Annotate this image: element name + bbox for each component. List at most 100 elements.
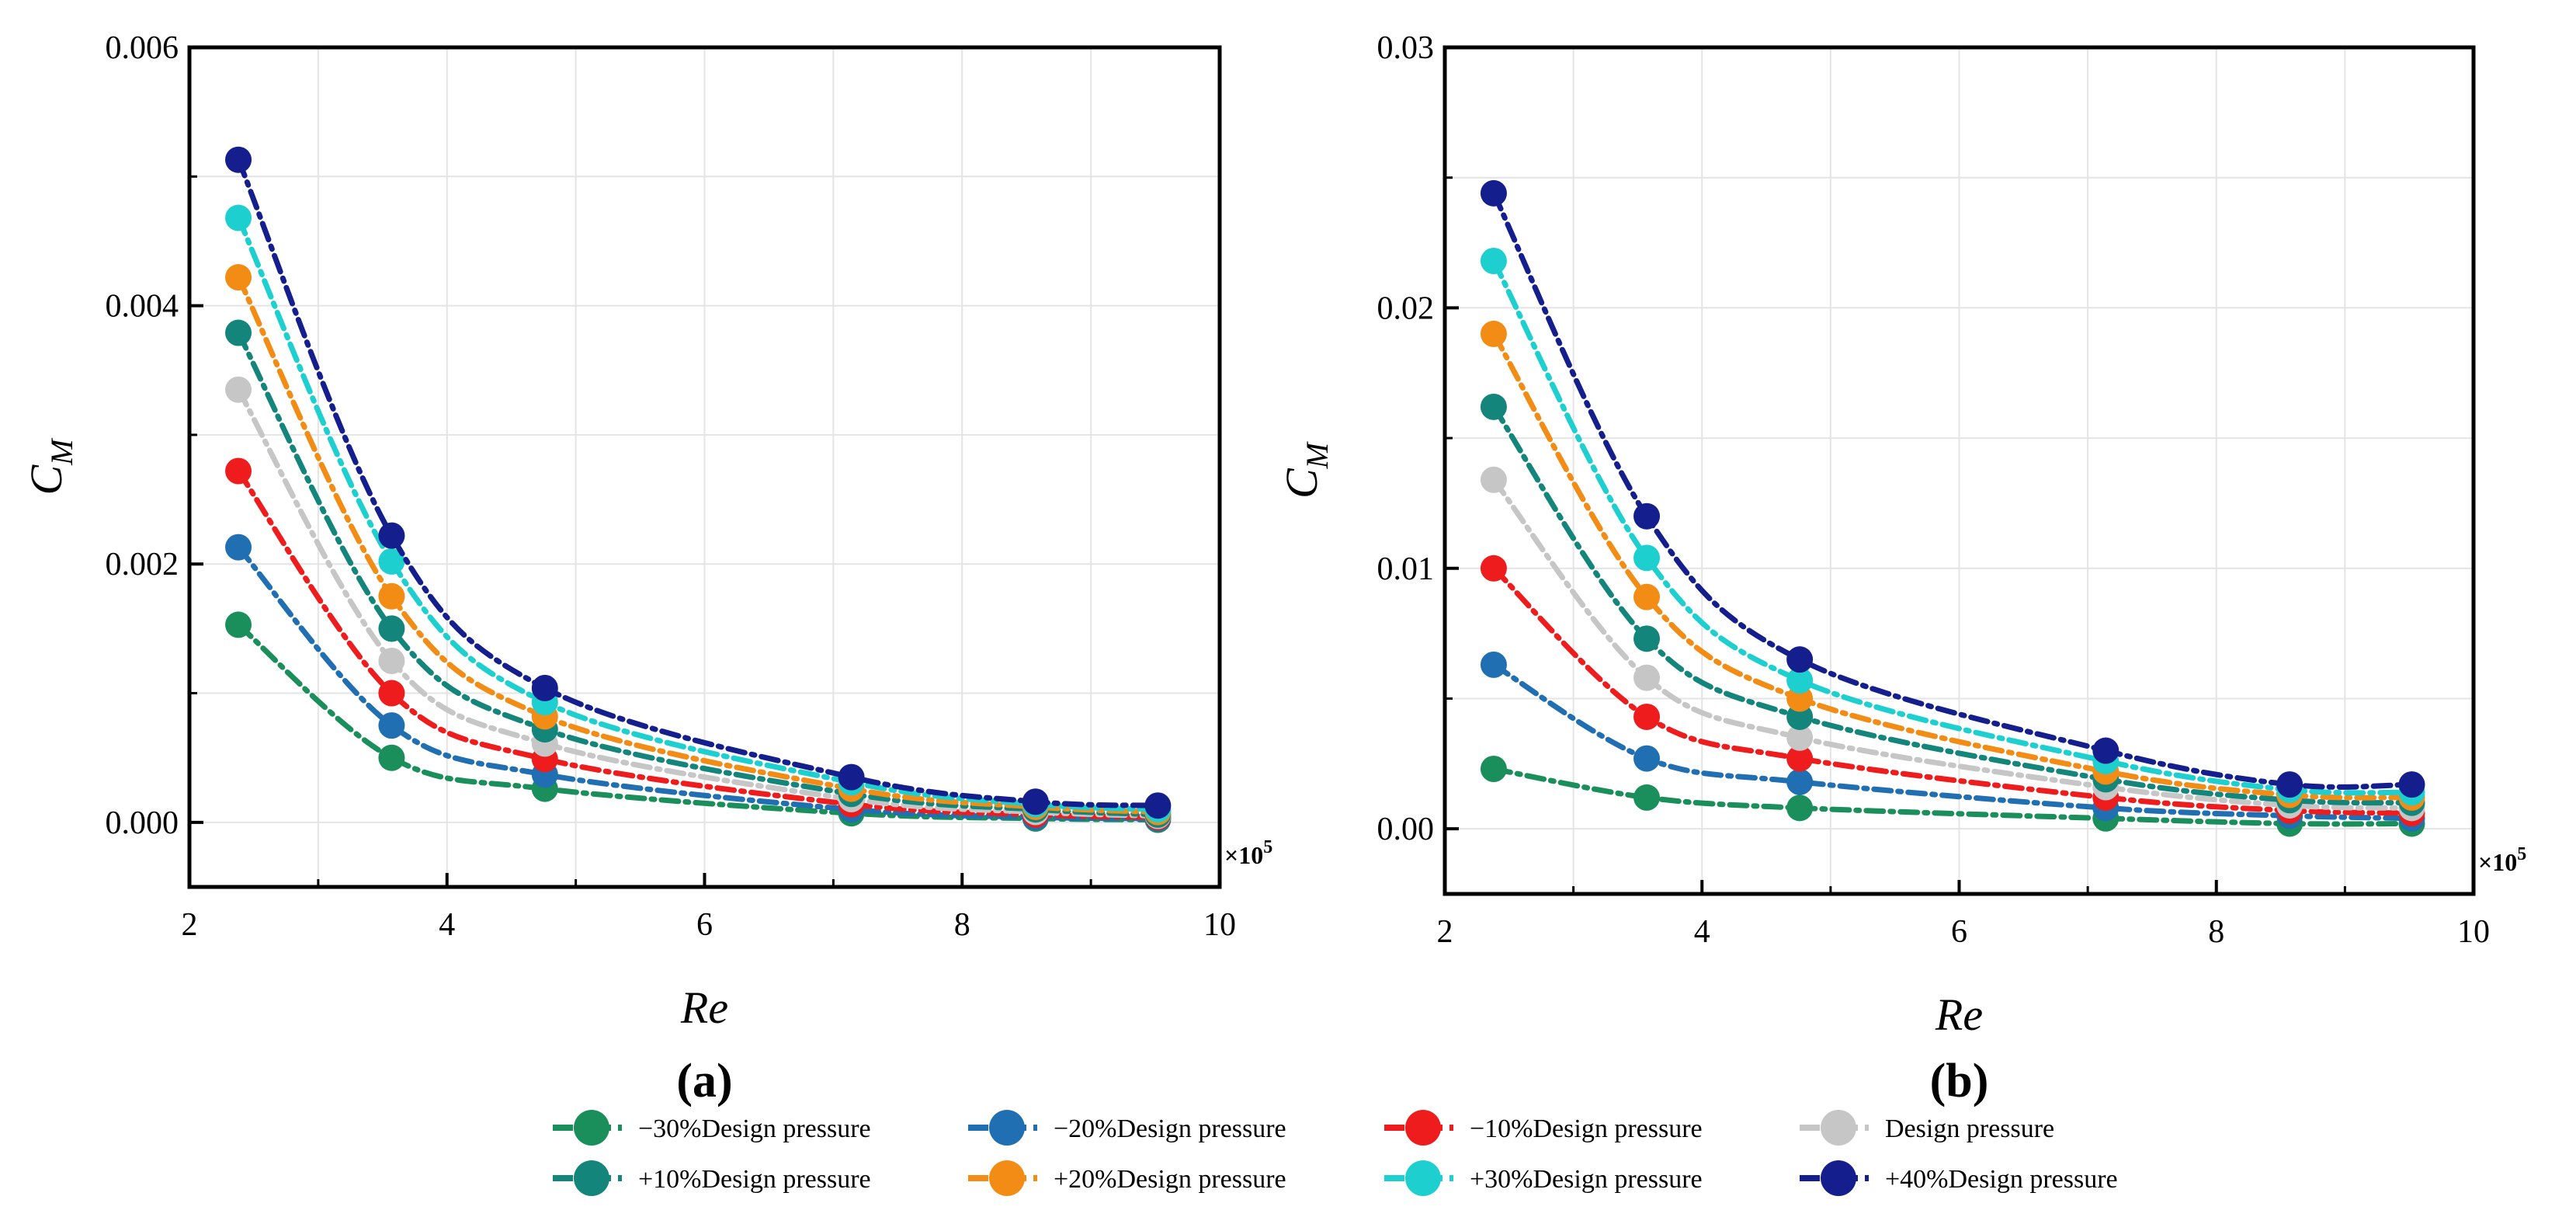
legend-marker xyxy=(574,1110,609,1146)
data-point xyxy=(225,457,252,485)
data-point xyxy=(378,647,405,674)
data-point xyxy=(1786,685,1814,712)
x-tick-label: 8 xyxy=(2208,914,2224,950)
data-point xyxy=(1480,756,1507,783)
data-point xyxy=(1144,792,1172,819)
data-point xyxy=(1480,393,1507,420)
x-multiplier-label: ×105 xyxy=(2478,844,2526,876)
series-line xyxy=(235,215,1161,812)
data-point xyxy=(1480,248,1507,275)
data-point xyxy=(1480,555,1507,582)
legend-label: +10%Design pressure xyxy=(638,1165,871,1194)
data-point xyxy=(378,522,405,549)
data-point xyxy=(1633,583,1661,610)
data-point xyxy=(1633,502,1661,530)
x-multiplier-exponent: 5 xyxy=(1263,837,1272,857)
data-point xyxy=(1786,795,1814,822)
y-axis-title: CM xyxy=(1276,440,1335,499)
legend-marker xyxy=(1405,1110,1441,1146)
data-point xyxy=(1786,703,1814,730)
data-point xyxy=(1022,788,1049,815)
data-point xyxy=(378,548,405,575)
y-axis-title-subscript: M xyxy=(44,437,79,466)
series-line xyxy=(1491,565,2415,816)
y-tick-label: 0.002 xyxy=(106,547,179,582)
panel-label: (b) xyxy=(1930,1055,1989,1108)
data-point xyxy=(1480,179,1507,207)
series-line xyxy=(235,157,1161,808)
data-point xyxy=(1786,666,1814,694)
data-point xyxy=(1786,646,1814,673)
x-tick-label: 8 xyxy=(954,907,970,943)
data-point xyxy=(1786,724,1814,751)
data-point xyxy=(378,680,405,707)
data-point xyxy=(1480,320,1507,347)
x-axis-title: Re xyxy=(680,982,728,1033)
chart-panel-a: 2 4 6 8 10 0.000 0.002 0.004 0.006 ×105 Re CM (a) xyxy=(21,30,1272,1108)
x-tick-label: 2 xyxy=(1437,914,1453,950)
series-line xyxy=(1491,404,2415,806)
y-axis-title-subscript: M xyxy=(1300,440,1335,469)
y-axis-title: CM xyxy=(21,437,79,496)
series-line xyxy=(235,544,1161,822)
x-tick-label: 4 xyxy=(1694,914,1710,950)
panel-label: (a) xyxy=(676,1055,732,1108)
data-point xyxy=(1633,625,1661,652)
y-tick-label: 0.004 xyxy=(106,289,179,325)
legend: −30%Design pressure −20%Design pressure −1… xyxy=(553,1110,2118,1196)
data-point xyxy=(1786,745,1814,772)
series-line xyxy=(235,621,1161,823)
data-point xyxy=(2092,737,2119,764)
data-point xyxy=(1633,664,1661,691)
data-point xyxy=(378,712,405,739)
legend-label: +20%Design pressure xyxy=(1054,1165,1286,1194)
legend-label: −30%Design pressure xyxy=(638,1114,871,1143)
x-tick-label: 6 xyxy=(1951,914,1967,950)
legend-marker xyxy=(1405,1160,1441,1196)
legend-marker xyxy=(1821,1110,1856,1146)
x-multiplier-label: ×105 xyxy=(1224,837,1272,869)
legend-marker xyxy=(1821,1160,1856,1196)
data-point xyxy=(1633,544,1661,572)
data-point xyxy=(1480,651,1507,678)
legend-marker xyxy=(574,1160,609,1196)
data-point xyxy=(378,615,405,642)
data-point xyxy=(225,264,252,291)
legend-marker xyxy=(989,1110,1025,1146)
x-multiplier-exponent: 5 xyxy=(2517,844,2526,864)
legend-marker xyxy=(989,1160,1025,1196)
legend-label: −20%Design pressure xyxy=(1054,1114,1286,1143)
data-point xyxy=(531,674,558,701)
y-tick-label: 0.00 xyxy=(1377,812,1435,847)
data-point xyxy=(1786,768,1814,795)
data-point xyxy=(1633,784,1661,811)
data-point xyxy=(2276,771,2303,798)
data-point xyxy=(1633,745,1661,772)
x-tick-label: 10 xyxy=(2457,914,2490,950)
data-point xyxy=(225,204,252,231)
x-tick-label: 4 xyxy=(439,907,455,943)
x-tick-label: 6 xyxy=(696,907,713,943)
chart-panel-b: 2 4 6 8 10 0.00 0.01 0.02 0.03 ×105 Re CM (b) xyxy=(1276,30,2526,1108)
x-axis-title: Re xyxy=(1935,989,1983,1040)
series-line xyxy=(1491,477,2415,811)
data-point xyxy=(378,744,405,771)
y-tick-label: 0.006 xyxy=(106,30,179,66)
x-tick-label: 2 xyxy=(182,907,198,943)
y-tick-label: 0.01 xyxy=(1377,551,1435,587)
data-point xyxy=(225,319,252,346)
data-point xyxy=(838,763,865,791)
series-line xyxy=(235,274,1161,815)
y-tick-label: 0.000 xyxy=(106,805,179,841)
legend-label: +40%Design pressure xyxy=(1885,1165,2118,1194)
y-tick-label: 0.02 xyxy=(1377,290,1435,326)
legend-label: +30%Design pressure xyxy=(1470,1165,1703,1194)
data-point xyxy=(225,376,252,403)
legend-label: Design pressure xyxy=(1885,1114,2054,1143)
legend-label: −10%Design pressure xyxy=(1470,1114,1703,1143)
x-tick-label: 10 xyxy=(1203,907,1236,943)
data-point xyxy=(225,611,252,638)
data-point xyxy=(225,534,252,561)
y-tick-label: 0.03 xyxy=(1377,30,1435,66)
